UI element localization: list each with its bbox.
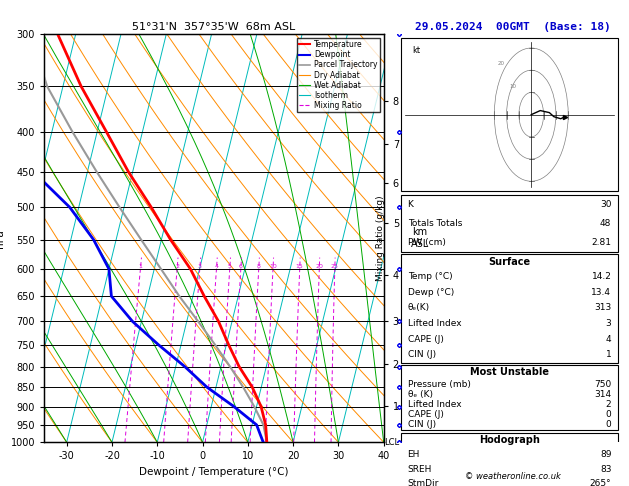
- Text: StmDir: StmDir: [408, 479, 439, 486]
- Bar: [401, 195, 618, 252]
- Text: 2: 2: [175, 264, 179, 269]
- Text: 1: 1: [138, 264, 142, 269]
- Text: 89: 89: [600, 450, 611, 459]
- Text: CAPE (J): CAPE (J): [408, 410, 443, 419]
- Text: CIN (J): CIN (J): [408, 420, 436, 430]
- Legend: Temperature, Dewpoint, Parcel Trajectory, Dry Adiabat, Wet Adiabat, Isotherm, Mi: Temperature, Dewpoint, Parcel Trajectory…: [296, 38, 380, 112]
- Text: Dewp (°C): Dewp (°C): [408, 288, 454, 297]
- Text: SREH: SREH: [408, 465, 432, 473]
- Text: 83: 83: [600, 465, 611, 473]
- Text: 14.2: 14.2: [591, 272, 611, 281]
- X-axis label: Dewpoint / Temperature (°C): Dewpoint / Temperature (°C): [139, 467, 289, 477]
- Text: 4: 4: [606, 335, 611, 344]
- Bar: [401, 255, 618, 363]
- Bar: [401, 364, 618, 430]
- Text: 8: 8: [257, 264, 260, 269]
- Text: CAPE (J): CAPE (J): [408, 335, 443, 344]
- Text: PW (cm): PW (cm): [408, 239, 445, 247]
- Text: 30: 30: [600, 200, 611, 209]
- Text: 314: 314: [594, 390, 611, 399]
- Text: Most Unstable: Most Unstable: [470, 367, 549, 377]
- Text: Temp (°C): Temp (°C): [408, 272, 452, 281]
- Text: kt: kt: [412, 46, 420, 55]
- Text: Totals Totals: Totals Totals: [408, 219, 462, 228]
- Text: 20: 20: [497, 61, 504, 66]
- Bar: [401, 38, 618, 191]
- Text: LCL: LCL: [384, 438, 399, 447]
- Y-axis label: hPa: hPa: [0, 229, 5, 247]
- Bar: [401, 433, 618, 486]
- Text: 0: 0: [606, 410, 611, 419]
- Text: 750: 750: [594, 380, 611, 389]
- Text: Hodograph: Hodograph: [479, 435, 540, 445]
- Text: Lifted Index: Lifted Index: [408, 400, 461, 409]
- Text: 2.81: 2.81: [591, 239, 611, 247]
- Text: 25: 25: [331, 264, 339, 269]
- Text: 313: 313: [594, 303, 611, 312]
- Text: 1: 1: [606, 350, 611, 359]
- Title: 51°31'N  357°35'W  68m ASL: 51°31'N 357°35'W 68m ASL: [132, 22, 296, 32]
- Text: 29.05.2024  00GMT  (Base: 18): 29.05.2024 00GMT (Base: 18): [415, 22, 611, 32]
- Text: 15: 15: [296, 264, 304, 269]
- Text: Surface: Surface: [489, 257, 530, 267]
- Text: 10: 10: [509, 84, 517, 88]
- Text: 2: 2: [606, 400, 611, 409]
- Text: 13.4: 13.4: [591, 288, 611, 297]
- Text: 3: 3: [198, 264, 202, 269]
- Text: θₑ(K): θₑ(K): [408, 303, 430, 312]
- Text: CIN (J): CIN (J): [408, 350, 436, 359]
- Text: 4: 4: [214, 264, 218, 269]
- Text: 20: 20: [315, 264, 323, 269]
- Text: © weatheronline.co.uk: © weatheronline.co.uk: [465, 472, 560, 481]
- Text: 10: 10: [269, 264, 277, 269]
- Text: Mixing Ratio (g/kg): Mixing Ratio (g/kg): [376, 195, 385, 281]
- Y-axis label: km
ASL: km ASL: [411, 227, 429, 249]
- Text: K: K: [408, 200, 413, 209]
- Text: θₑ (K): θₑ (K): [408, 390, 433, 399]
- Text: 3: 3: [606, 319, 611, 328]
- Text: 0: 0: [606, 420, 611, 430]
- Text: EH: EH: [408, 450, 420, 459]
- Text: 265°: 265°: [590, 479, 611, 486]
- Text: Lifted Index: Lifted Index: [408, 319, 461, 328]
- Text: Pressure (mb): Pressure (mb): [408, 380, 470, 389]
- Text: 6: 6: [239, 264, 243, 269]
- Text: 5: 5: [228, 264, 231, 269]
- Text: 48: 48: [600, 219, 611, 228]
